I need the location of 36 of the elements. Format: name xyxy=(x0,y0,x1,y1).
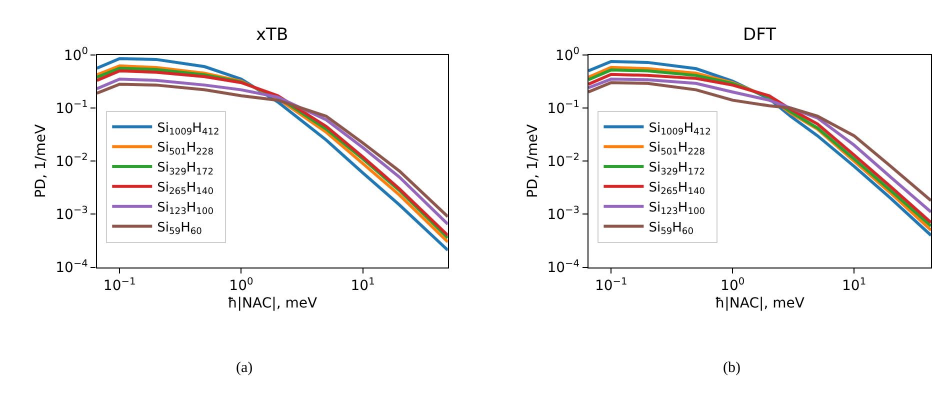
text: (a) xyxy=(236,360,253,376)
legend-label: Si$_{265}$H$_{140}$ xyxy=(648,180,706,198)
x-tick-label: 10$^{−1}$ xyxy=(103,276,136,294)
text: (b) xyxy=(723,360,740,376)
x-tick-label: 10$^{0}$ xyxy=(720,276,745,294)
y-axis-title: PD, 1/meV xyxy=(524,124,541,198)
legend-label: Si$_{329}$H$_{172}$ xyxy=(157,160,214,178)
x-tick-label: 10$^{1}$ xyxy=(842,276,866,294)
chart-title: DFT xyxy=(743,25,777,45)
y-tick-label: 10$^{−1}$ xyxy=(56,99,88,117)
legend-label: Si$_{123}$H$_{100}$ xyxy=(648,200,706,218)
y-tick-label: 10$^{−4}$ xyxy=(547,258,580,276)
legend-label: Si$_{1009}$H$_{412}$ xyxy=(648,120,711,138)
x-axis-title: ħ|NAC|, meV xyxy=(228,296,318,312)
y-tick-label: 10$^{−2}$ xyxy=(547,152,580,170)
legend-label: Si$_{329}$H$_{172}$ xyxy=(648,160,706,178)
y-tick-label: 10$^{0}$ xyxy=(64,46,88,64)
chart-title: xTB xyxy=(256,25,288,45)
legend-label: Si$_{265}$H$_{140}$ xyxy=(157,180,214,198)
y-tick-label: 10$^{−3}$ xyxy=(56,205,88,224)
x-tick-label: 10$^{1}$ xyxy=(350,276,375,294)
y-tick-label: 10$^{−2}$ xyxy=(56,152,88,170)
legend-label: Si$_{59}$H$_{60}$ xyxy=(157,220,202,238)
y-tick-label: 10$^{0}$ xyxy=(555,46,580,64)
y-tick-label: 10$^{−1}$ xyxy=(547,99,580,117)
legend-label: Si$_{1009}$H$_{412}$ xyxy=(157,120,220,138)
legend-label: Si$_{501}$H$_{228}$ xyxy=(157,140,214,158)
y-axis-title: PD, 1/meV xyxy=(33,124,50,198)
x-tick-label: 10$^{0}$ xyxy=(229,276,254,294)
y-tick-label: 10$^{−3}$ xyxy=(547,205,580,224)
legend-label: Si$_{123}$H$_{100}$ xyxy=(157,200,214,218)
legend-label: Si$_{59}$H$_{60}$ xyxy=(648,220,694,238)
x-tick-label: 10$^{−1}$ xyxy=(594,276,628,294)
y-tick-label: 10$^{−4}$ xyxy=(56,258,88,276)
legend-label: Si$_{501}$H$_{228}$ xyxy=(648,140,706,158)
x-axis-title: ħ|NAC|, meV xyxy=(714,296,805,312)
